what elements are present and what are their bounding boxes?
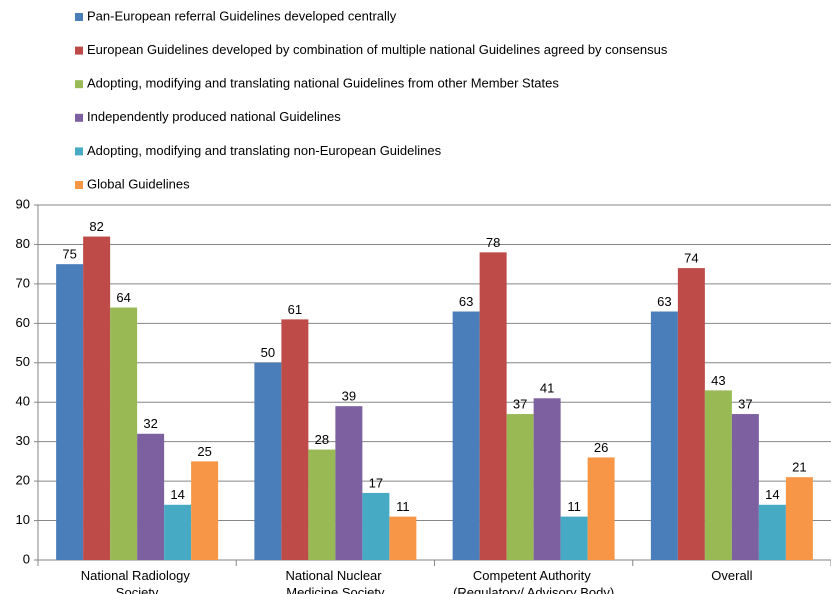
x-tick-label: Overall: [711, 568, 752, 583]
data-label: 17: [369, 475, 383, 490]
legend-label: Global Guidelines: [87, 176, 190, 191]
legend-swatch: [75, 46, 83, 55]
legend-label: Independently produced national Guidelin…: [87, 109, 341, 124]
legend-swatch: [75, 147, 83, 156]
bar: [56, 264, 84, 560]
bar: [308, 449, 336, 560]
data-label: 39: [342, 389, 356, 404]
x-tick-label-line: Society: [116, 585, 159, 594]
bar: [164, 504, 192, 560]
legend-label: European Guidelines developed by combina…: [87, 42, 668, 57]
bar: [587, 457, 615, 560]
bar: [731, 414, 759, 560]
data-label: 28: [315, 432, 329, 447]
x-tick-label: National Radiology Society: [81, 568, 194, 594]
data-label: 11: [567, 499, 581, 514]
data-label: 14: [170, 487, 184, 502]
bar: [254, 362, 282, 560]
y-tick-label: 70: [16, 275, 30, 290]
bar: [362, 492, 390, 560]
bar: [506, 414, 534, 560]
legend-swatch: [75, 113, 83, 122]
data-label: 37: [738, 396, 752, 411]
data-label: 11: [396, 499, 410, 514]
x-tick-label: National Nuclear Medicine Society: [286, 568, 386, 594]
bar: [650, 311, 678, 560]
bar: [479, 252, 507, 561]
data-label: 25: [197, 444, 211, 459]
x-tick-label: Competent Authority (Regulatory/ Advisor…: [453, 568, 614, 594]
x-tick-label-line: (Regulatory/ Advisory Body): [453, 585, 614, 594]
data-label: 43: [711, 373, 725, 388]
data-label: 14: [765, 487, 779, 502]
data-label: 82: [89, 219, 103, 234]
bar: [335, 406, 363, 560]
legend-label: Pan-European referral Guidelines develop…: [87, 8, 397, 23]
y-tick-label: 80: [16, 236, 30, 251]
y-tick-label: 90: [16, 196, 30, 211]
x-tick-label-line: Overall: [711, 568, 752, 583]
legend-label: Adopting, modifying and translating nati…: [87, 76, 559, 91]
data-label: 21: [792, 460, 806, 475]
x-tick-label-line: National Nuclear: [286, 568, 386, 583]
data-label: 41: [540, 381, 554, 396]
y-tick-label: 60: [16, 315, 30, 330]
legend-swatch: [75, 13, 83, 21]
bar: [191, 461, 219, 560]
y-tick-label: 40: [16, 394, 30, 409]
legend-label: Adopting, modifying and translating non-…: [87, 143, 442, 158]
legend-swatch: [75, 181, 83, 189]
data-label: 63: [459, 294, 473, 309]
y-tick-label: 20: [16, 473, 30, 488]
data-label: 26: [594, 440, 608, 455]
bar: [533, 398, 561, 560]
data-label: 78: [486, 235, 500, 250]
bar: [758, 504, 786, 560]
bar: [110, 307, 138, 560]
bar: [785, 477, 813, 560]
data-label: 75: [62, 247, 76, 262]
bar: [677, 268, 705, 560]
y-tick-label: 10: [16, 512, 30, 527]
data-label: 74: [684, 251, 698, 266]
bar: [452, 311, 480, 560]
x-tick-label-line: Medicine Society: [286, 585, 385, 594]
bar: [389, 516, 417, 560]
bar: [137, 433, 165, 560]
data-label: 32: [143, 416, 157, 431]
x-tick-label-line: Competent Authority: [473, 568, 594, 583]
y-tick-label: 30: [16, 433, 30, 448]
y-tick-label: 50: [16, 354, 30, 369]
data-label: 61: [288, 302, 302, 317]
legend-swatch: [75, 80, 83, 89]
x-tick-label-line: National Radiology: [81, 568, 194, 583]
data-label: 64: [116, 290, 130, 305]
bar: [560, 516, 588, 560]
data-label: 50: [261, 345, 275, 360]
y-tick-label: 0: [23, 551, 30, 566]
bar: [281, 319, 309, 560]
data-label: 37: [513, 396, 527, 411]
data-label: 63: [657, 294, 671, 309]
bar: [704, 390, 732, 560]
bar: [83, 236, 111, 561]
